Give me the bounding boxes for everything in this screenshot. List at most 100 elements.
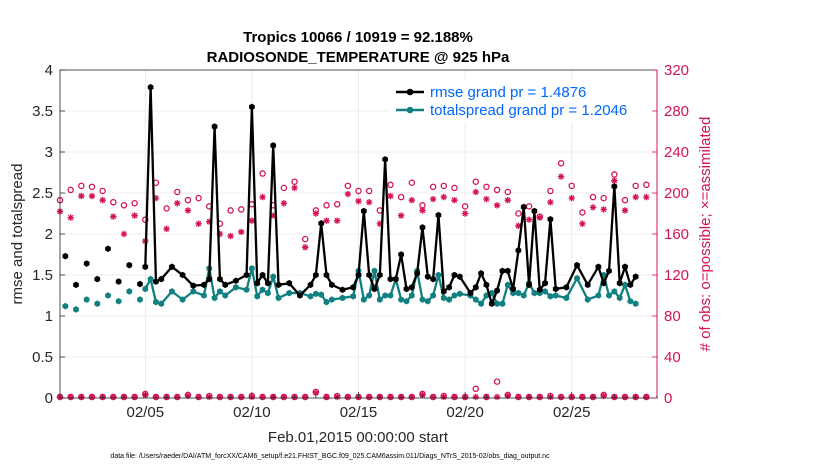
- obs-assimilated-marker: [120, 230, 128, 238]
- obs-assimilated-marker: [419, 207, 426, 214]
- point-rmse: [105, 245, 111, 253]
- legend-box: [390, 80, 652, 122]
- point-rmse: [472, 284, 479, 291]
- point-rmse: [387, 275, 394, 283]
- y-tick-label: 3: [45, 144, 53, 161]
- obs-possible-marker: [408, 179, 416, 186]
- point-totalspread: [606, 292, 612, 299]
- point-rmse: [494, 287, 500, 294]
- point-rmse: [142, 263, 149, 271]
- obs-assimilated-marker: [451, 196, 458, 204]
- obs-possible-marker: [547, 187, 554, 195]
- point-totalspread: [147, 275, 154, 283]
- point-totalspread: [179, 296, 186, 303]
- obs-assimilated-marker: [376, 220, 384, 227]
- point-totalspread: [360, 296, 367, 303]
- y-tick-label-right: 80: [664, 308, 681, 325]
- point-rmse: [147, 83, 154, 91]
- point-totalspread: [115, 297, 122, 305]
- point-rmse: [382, 156, 389, 163]
- obs-possible-marker: [387, 181, 394, 189]
- obs-assimilated-marker: [515, 222, 522, 229]
- point-rmse: [563, 284, 570, 291]
- obs-possible-marker: [579, 209, 586, 216]
- point-totalspread: [83, 296, 90, 303]
- obs-assimilated-baseline-marker: [536, 393, 543, 401]
- point-totalspread: [286, 289, 293, 297]
- obs-possible-marker: [611, 171, 618, 178]
- obs-assimilated-marker: [547, 199, 554, 206]
- point-totalspread: [270, 273, 277, 280]
- obs-assimilated-baseline-marker: [387, 393, 394, 401]
- point-rmse: [73, 281, 79, 289]
- y-axis-label-right: # of obs: o=possible; ×=assimilated: [697, 117, 714, 352]
- y-tick-label-right: 40: [664, 349, 681, 366]
- obs-assimilated-baseline-marker: [600, 392, 607, 400]
- point-totalspread: [259, 286, 266, 294]
- obs-possible-marker: [643, 181, 650, 189]
- obs-assimilated-marker: [270, 212, 277, 219]
- obs-possible-marker: [451, 184, 458, 192]
- point-rmse: [419, 224, 426, 231]
- point-totalspread: [542, 288, 548, 295]
- obs-possible-marker: [632, 182, 639, 190]
- point-rmse: [499, 267, 506, 275]
- obs-assimilated-marker: [355, 198, 362, 205]
- obs-possible-marker: [142, 216, 149, 223]
- y-tick-label-right: 320: [664, 62, 689, 79]
- point-totalspread: [520, 292, 527, 299]
- obs-possible-marker: [333, 201, 341, 208]
- point-totalspread: [515, 289, 522, 297]
- point-totalspread: [456, 290, 463, 298]
- point-totalspread: [222, 292, 229, 299]
- x-tick-label: 02/25: [553, 404, 591, 421]
- point-totalspread: [552, 292, 559, 299]
- point-rmse: [137, 280, 143, 288]
- obs-assimilated-marker: [312, 210, 320, 217]
- point-rmse: [62, 252, 69, 260]
- point-totalspread: [169, 288, 175, 295]
- point-rmse: [398, 251, 404, 258]
- obs-possible-marker: [397, 193, 405, 201]
- obs-assimilated-marker: [344, 190, 352, 198]
- point-rmse: [323, 271, 330, 279]
- point-totalspread: [435, 271, 442, 279]
- point-rmse: [222, 281, 229, 289]
- obs-assimilated-marker: [387, 192, 394, 200]
- obs-possible-marker: [174, 188, 181, 196]
- point-rmse: [531, 207, 538, 215]
- point-totalspread: [531, 289, 538, 297]
- point-totalspread: [105, 292, 111, 299]
- obs-possible-marker: [291, 178, 298, 185]
- obs-assimilated-marker: [611, 177, 618, 184]
- point-rmse: [307, 281, 314, 289]
- obs-assimilated-marker: [248, 217, 256, 224]
- point-rmse: [632, 273, 639, 280]
- obs-assimilated-baseline-marker: [344, 393, 352, 401]
- obs-possible-marker: [515, 210, 522, 217]
- point-rmse: [483, 281, 490, 289]
- point-totalspread: [211, 294, 218, 302]
- obs-assimilated-baseline-marker: [643, 393, 650, 401]
- obs-assimilated-baseline-marker: [451, 393, 458, 401]
- obs-possible-marker: [237, 206, 245, 213]
- point-rmse: [446, 284, 452, 291]
- y-tick-label-right: 240: [664, 144, 689, 161]
- obs-assimilated-marker: [472, 188, 479, 196]
- obs-assimilated-baseline-marker: [557, 393, 565, 401]
- point-rmse: [275, 281, 282, 289]
- point-rmse: [467, 289, 474, 297]
- point-totalspread: [611, 288, 618, 295]
- point-rmse: [536, 286, 543, 294]
- point-totalspread: [62, 302, 69, 310]
- legend: rmse grand pr = 1.4876 totalspread grand…: [390, 80, 652, 122]
- obs-possible-marker: [365, 187, 373, 195]
- obs-assimilated-baseline-marker: [152, 393, 160, 401]
- point-totalspread: [616, 294, 623, 302]
- obs-possible-marker: [621, 196, 629, 204]
- point-totalspread: [190, 288, 197, 295]
- obs-assimilated-marker: [238, 228, 245, 236]
- obs-assimilated-baseline-marker: [579, 393, 586, 401]
- chart-subtitle: RADIOSONDE_TEMPERATURE @ 925 hPa: [207, 49, 510, 66]
- point-rmse: [584, 281, 591, 289]
